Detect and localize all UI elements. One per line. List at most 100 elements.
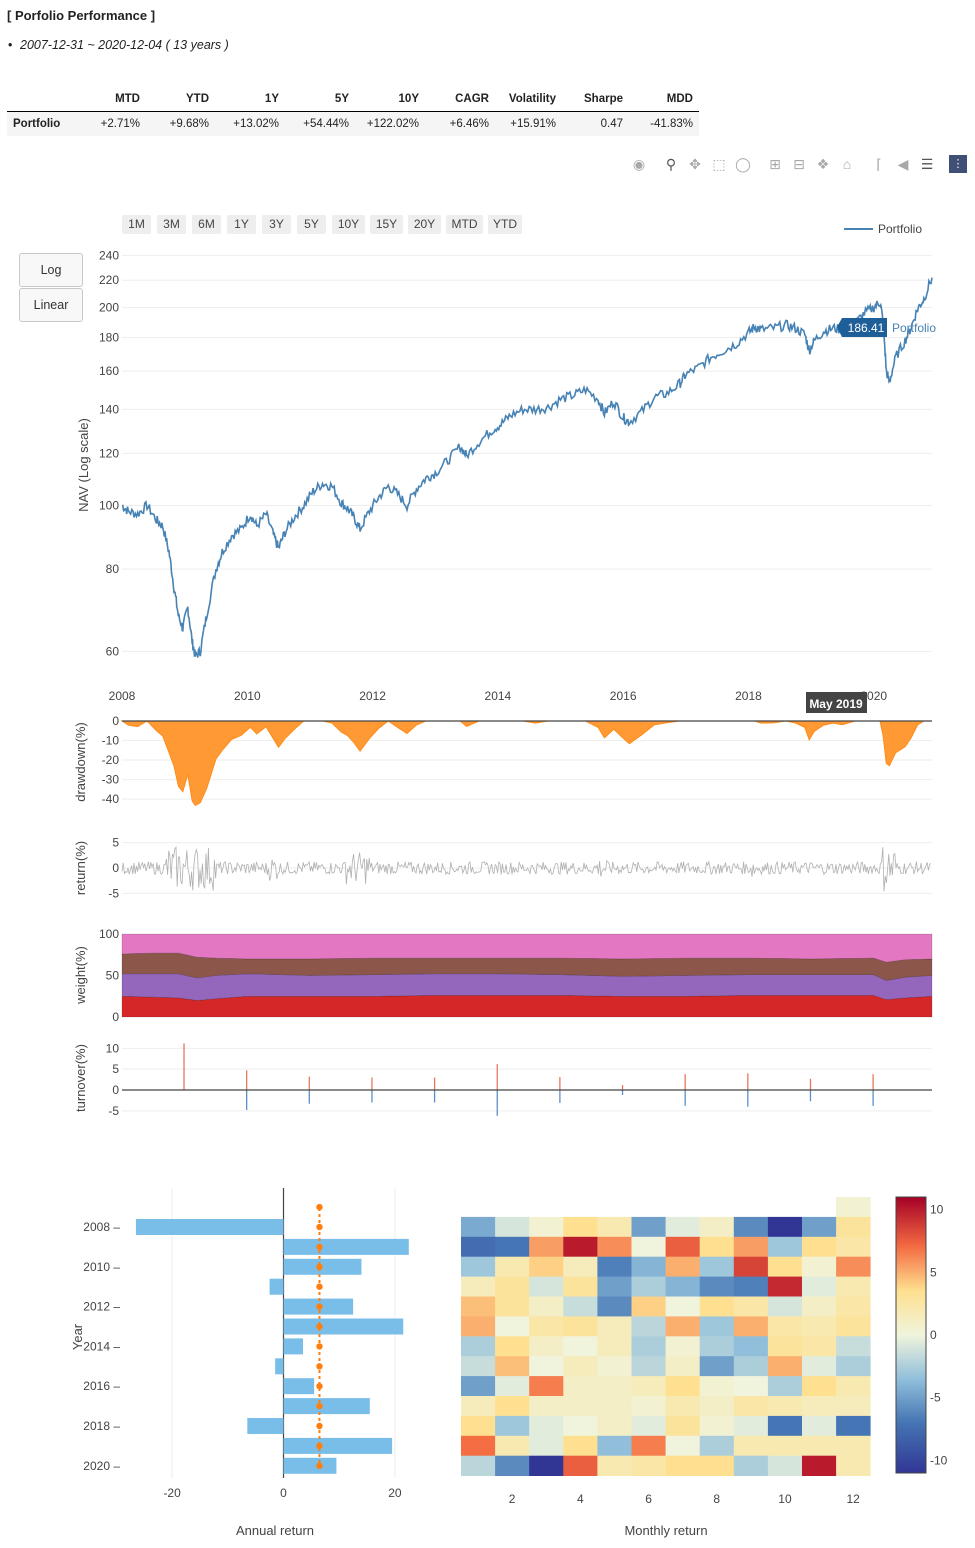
heatmap-cell [699, 1415, 735, 1437]
weight-area-2 [121, 973, 933, 1001]
heatmap-cell [495, 1296, 530, 1317]
weight-y-axis-title: weight(%) [73, 946, 88, 1005]
performance-table: MTD YTD 1Y 5Y 10Y CAGR Volatility Sharpe… [7, 89, 699, 136]
camera-icon[interactable]: ◉ [632, 156, 646, 172]
range-button-5y[interactable]: 5Y [297, 215, 326, 234]
hover-compare-icon[interactable]: ☰ [920, 156, 934, 172]
range-button-mtd[interactable]: MTD [446, 215, 483, 234]
heatmap-x-tick-label: 10 [778, 1492, 792, 1506]
zoom-in-icon[interactable]: ⊞ [769, 156, 781, 172]
heatmap-cell [461, 1316, 496, 1337]
heatmap-cell [529, 1316, 564, 1337]
heatmap-cell [665, 1435, 701, 1457]
range-button-6m[interactable]: 6M [192, 215, 221, 234]
hover-closest-icon[interactable]: ◀ [897, 156, 909, 172]
heatmap-cell [836, 1236, 871, 1258]
cagr-marker [316, 1203, 323, 1211]
reset-axes-icon[interactable]: ⌂ [842, 156, 852, 172]
heatmap-cell [495, 1336, 530, 1357]
heatmap-cell [529, 1216, 564, 1238]
hover-value-box [837, 318, 887, 337]
heatmap-cell [802, 1316, 837, 1337]
range-button-1m[interactable]: 1M [122, 215, 151, 234]
return-line [121, 845, 932, 892]
range-button-1y[interactable]: 1Y [227, 215, 256, 234]
range-button-20y[interactable]: 20Y [408, 215, 441, 234]
linear-scale-button[interactable]: Linear [19, 288, 83, 322]
range-button-3m[interactable]: 3M [157, 215, 186, 234]
pan-icon[interactable]: ✥ [689, 156, 701, 172]
nav-y-axis-title: NAV (Log scale) [76, 418, 91, 512]
heatmap-cell [767, 1455, 803, 1476]
heatmap-cell [631, 1296, 666, 1317]
table-header: 1Y [215, 89, 285, 112]
lasso-icon[interactable]: ◯ [735, 156, 751, 172]
annual-return-bar [135, 1219, 284, 1235]
heatmap-cell [699, 1336, 735, 1357]
autoscale-icon[interactable]: ❖ [816, 156, 830, 172]
table-header: 5Y [285, 89, 355, 112]
nav-x-tick-label: 2008 [109, 689, 136, 703]
hover-x-box [806, 692, 867, 713]
range-button-3y[interactable]: 3Y [262, 215, 291, 234]
heatmap-cell [665, 1455, 701, 1476]
heatmap-cell [631, 1396, 666, 1417]
heatmap-cell [631, 1415, 666, 1437]
range-button-10y[interactable]: 10Y [332, 215, 365, 234]
heatmap-cell [461, 1415, 496, 1437]
heatmap-cell [733, 1396, 769, 1417]
annual-x-tick-label: 20 [388, 1486, 402, 1500]
drawdown-y-tick-label: 0 [112, 714, 119, 728]
heatmap-cell [699, 1276, 735, 1297]
heatmap-cell [631, 1276, 666, 1297]
spike-lines-icon[interactable]: ⌈ [876, 156, 882, 172]
heatmap-cell [802, 1296, 837, 1317]
nav-line-portfolio [122, 277, 933, 658]
box-select-icon[interactable]: ⬚ [712, 156, 726, 172]
colorbar-tick-label: 10 [930, 1203, 944, 1217]
heatmap-cell [733, 1435, 769, 1457]
table-row: Portfolio +2.71% +9.68% +13.02% +54.44% … [7, 111, 699, 136]
annual-x-axis-title: Annual return [236, 1523, 314, 1538]
heatmap-cell [529, 1256, 564, 1277]
colorbar-tick-label: -10 [930, 1453, 948, 1467]
plotly-logo-icon[interactable]: ⋮ [949, 155, 967, 173]
heatmap-cell [529, 1415, 564, 1437]
heatmap-cell [802, 1455, 837, 1476]
heatmap-cell [699, 1316, 735, 1337]
zoom-out-icon[interactable]: ⊟ [793, 156, 805, 172]
heatmap-cell [631, 1316, 666, 1337]
nav-x-tick-label: 2018 [735, 689, 762, 703]
annual-x-tick-label: 0 [280, 1486, 287, 1500]
bullet: • [8, 38, 13, 52]
annual-y-tick-label: 2014 – [83, 1339, 120, 1353]
heatmap-cell [461, 1236, 496, 1258]
heatmap-cell [836, 1197, 871, 1218]
range-button-ytd[interactable]: YTD [488, 215, 522, 234]
heatmap-cell [563, 1276, 598, 1297]
heatmap-cell [529, 1455, 564, 1476]
nav-y-tick-label: 200 [99, 300, 119, 314]
heatmap-cell [767, 1396, 803, 1417]
turnover-y-tick-label: 5 [112, 1062, 119, 1076]
heatmap-cell [767, 1216, 803, 1238]
range-button-15y[interactable]: 15Y [370, 215, 403, 234]
table-header [7, 89, 89, 112]
log-scale-button[interactable]: Log [19, 253, 83, 287]
date-range: • 2007-12-31 ~ 2020-12-04 ( 13 years ) [8, 38, 229, 52]
heatmap-cell [733, 1296, 769, 1317]
heatmap-cell [802, 1376, 837, 1397]
cagr-marker [316, 1323, 323, 1330]
weight-area-1 [121, 995, 933, 1018]
table-row-label: Portfolio [7, 111, 89, 136]
annual-y-axis-title: Year [70, 1323, 85, 1350]
heatmap-x-tick-label: 6 [645, 1492, 652, 1506]
table-header: MTD [89, 89, 146, 112]
turnover-y-tick-label: 0 [112, 1083, 119, 1097]
drawdown-y-tick-label: -40 [102, 792, 120, 806]
zoom-icon[interactable]: ⚲ [665, 156, 677, 172]
heatmap-cell [529, 1435, 564, 1457]
heatmap-cell [529, 1396, 564, 1417]
heatmap-cell [802, 1276, 837, 1297]
heatmap-cell [563, 1256, 598, 1277]
